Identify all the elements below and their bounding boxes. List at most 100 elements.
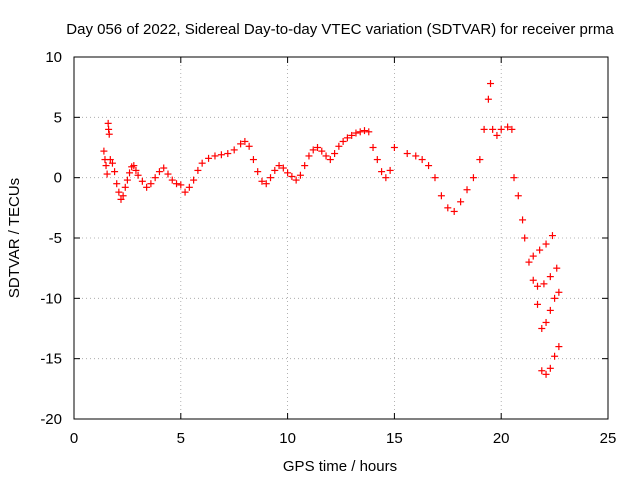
data-point	[301, 162, 309, 170]
y-tick-label: 10	[45, 49, 62, 66]
data-point	[249, 156, 257, 164]
y-tick-label: -10	[40, 290, 62, 307]
data-point	[369, 144, 377, 151]
data-point	[510, 174, 518, 182]
data-point	[155, 168, 163, 176]
x-tick-label: 10	[279, 430, 296, 447]
data-point	[444, 204, 452, 212]
data-point	[480, 125, 488, 133]
data-point	[508, 125, 516, 133]
data-point	[529, 276, 537, 284]
data-point	[425, 162, 433, 170]
data-point	[106, 156, 114, 164]
data-point	[103, 170, 111, 178]
data-point	[412, 152, 420, 160]
x-tick-label: 20	[493, 430, 510, 447]
data-point	[418, 156, 426, 164]
data-point	[463, 186, 471, 194]
data-point	[326, 156, 334, 164]
data-point	[254, 168, 262, 176]
data-point	[542, 370, 550, 378]
data-point	[378, 168, 386, 176]
data-point	[529, 252, 537, 260]
data-point	[185, 183, 193, 191]
data-point	[237, 140, 245, 148]
data-point	[296, 171, 304, 179]
data-point	[271, 166, 279, 174]
data-point	[275, 162, 283, 170]
data-point	[279, 164, 287, 172]
data-point	[160, 164, 168, 172]
data-point	[115, 188, 123, 196]
x-tick-label: 25	[600, 430, 617, 447]
data-point	[314, 144, 322, 151]
y-tick-label: -5	[49, 230, 62, 247]
data-point	[546, 306, 554, 314]
data-point	[224, 150, 232, 158]
data-point	[198, 159, 206, 167]
data-point	[536, 246, 544, 254]
x-tick-label: 5	[177, 430, 185, 447]
y-tick-label: 5	[54, 109, 62, 126]
data-point	[484, 95, 492, 103]
data-point	[138, 177, 146, 185]
data-point	[365, 128, 373, 136]
data-point	[551, 352, 559, 360]
data-point	[525, 258, 533, 266]
x-tick-label: 15	[386, 430, 403, 447]
data-point	[504, 123, 512, 131]
chart-title: Day 056 of 2022, Sidereal Day-to-day VTE…	[66, 21, 614, 38]
data-point	[555, 288, 563, 296]
data-point	[305, 152, 313, 160]
data-point	[230, 146, 238, 154]
data-point	[177, 181, 185, 189]
data-point	[134, 171, 142, 179]
data-point	[245, 142, 253, 150]
data-point	[119, 192, 127, 200]
data-point	[190, 176, 198, 184]
data-point	[519, 216, 527, 224]
data-point	[205, 154, 213, 162]
data-point	[322, 152, 330, 160]
data-point	[534, 300, 542, 308]
data-point	[121, 183, 129, 191]
data-point	[476, 156, 484, 164]
x-tick-label: 0	[70, 430, 78, 447]
data-point	[542, 318, 550, 326]
data-point	[173, 180, 181, 188]
data-point	[117, 195, 125, 203]
data-point	[555, 343, 563, 351]
data-point	[343, 134, 351, 142]
data-point	[551, 294, 559, 302]
data-point	[267, 174, 275, 182]
data-point	[132, 166, 140, 174]
data-point	[104, 119, 112, 127]
data-points	[100, 80, 563, 378]
data-point	[538, 367, 546, 375]
data-point	[292, 176, 300, 184]
data-point	[548, 232, 556, 240]
axis-ticks: 0 5 10 15 20 25 -20 -15 -10 -5 0 5 10	[40, 49, 616, 447]
data-point	[194, 166, 202, 174]
y-tick-label: -20	[40, 411, 62, 428]
data-point	[331, 150, 339, 158]
y-tick-label: 0	[54, 170, 62, 187]
data-point	[348, 131, 356, 139]
data-point	[108, 159, 116, 167]
data-point	[489, 125, 497, 133]
y-axis-label: SDTVAR / TECUs	[6, 178, 23, 298]
data-point	[540, 280, 548, 288]
data-point	[211, 152, 219, 160]
data-point	[130, 162, 138, 170]
data-point	[431, 174, 439, 182]
data-point	[360, 127, 368, 135]
data-point	[356, 128, 364, 136]
data-point	[102, 162, 110, 170]
data-point	[514, 192, 522, 200]
data-point	[151, 174, 159, 182]
data-point	[318, 147, 326, 155]
data-point	[487, 80, 495, 88]
data-point	[217, 151, 225, 159]
data-point	[181, 188, 189, 196]
data-point	[113, 180, 121, 188]
